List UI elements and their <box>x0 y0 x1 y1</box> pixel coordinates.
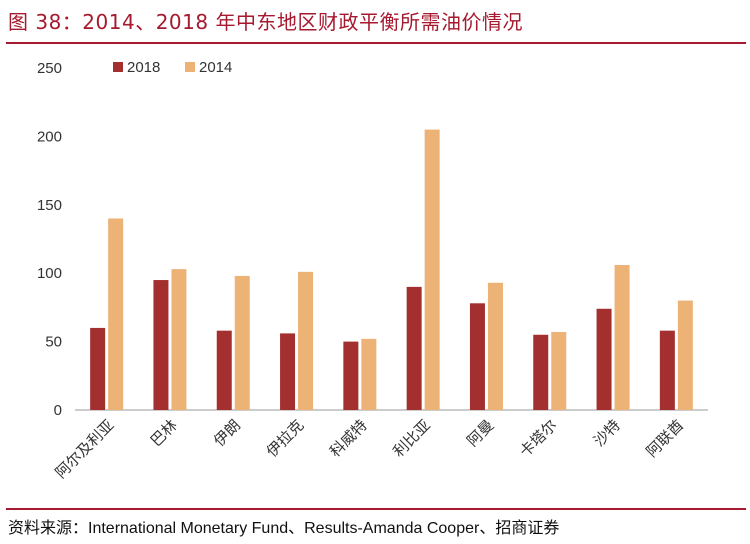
x-category-label: 科威特 <box>326 416 371 461</box>
bar-2018-6 <box>469 303 485 410</box>
bar-2014-8 <box>614 264 630 410</box>
footer-divider <box>6 508 746 510</box>
bar-2018-9 <box>659 330 675 410</box>
x-category-label: 阿联酋 <box>643 416 688 461</box>
legend-label-2014: 2014 <box>199 59 232 76</box>
bar-2014-6 <box>487 282 503 410</box>
bar-2018-2 <box>216 330 232 410</box>
bar-2014-2 <box>234 275 250 410</box>
x-axis-labels: 阿尔及利亚 巴林 伊朗 伊拉克 科威特 利比亚 阿曼 卡塔尔 沙特 阿联酋 <box>52 416 687 482</box>
x-category-label: 巴林 <box>147 416 181 450</box>
bars <box>90 129 693 410</box>
x-category-label: 阿曼 <box>463 416 497 450</box>
bar-2014-1 <box>171 269 187 410</box>
bar-2014-0 <box>108 218 124 410</box>
page-title: 图 38：2014、2018 年中东地区财政平衡所需油价情况 <box>8 10 523 34</box>
bar-2018-5 <box>406 286 422 410</box>
bar-2018-1 <box>153 280 169 410</box>
bar-2014-5 <box>424 129 440 410</box>
bar-2018-4 <box>343 341 359 410</box>
x-category-label: 利比亚 <box>389 416 434 461</box>
bar-2014-3 <box>298 271 314 410</box>
legend: 2018 2014 <box>113 59 232 76</box>
bar-2018-3 <box>280 333 296 410</box>
legend-swatch-2014 <box>185 62 195 72</box>
legend-label-2018: 2018 <box>127 59 160 76</box>
bar-2014-7 <box>551 332 567 410</box>
y-tick-label: 0 <box>54 402 62 419</box>
bar-2014-9 <box>677 300 693 410</box>
y-tick-label: 250 <box>37 60 62 77</box>
x-category-label: 卡塔尔 <box>516 416 561 461</box>
bar-2014-4 <box>361 338 377 410</box>
y-axis-ticks: 0 50 100 150 200 250 <box>37 60 62 419</box>
source-note: 资料来源：International Monetary Fund、Results… <box>8 520 560 537</box>
x-category-label: 沙特 <box>590 416 624 450</box>
y-tick-label: 100 <box>37 265 62 282</box>
y-tick-label: 50 <box>45 334 62 351</box>
bar-2018-0 <box>90 327 106 410</box>
y-tick-label: 200 <box>37 128 62 145</box>
x-category-label: 伊朗 <box>210 416 244 450</box>
bar-2018-7 <box>533 334 549 410</box>
y-tick-label: 150 <box>37 197 62 214</box>
legend-swatch-2018 <box>113 62 123 72</box>
x-category-label: 伊拉克 <box>263 416 308 461</box>
title-divider <box>6 42 746 44</box>
bar-2018-8 <box>596 308 612 410</box>
x-category-label: 阿尔及利亚 <box>52 416 118 482</box>
